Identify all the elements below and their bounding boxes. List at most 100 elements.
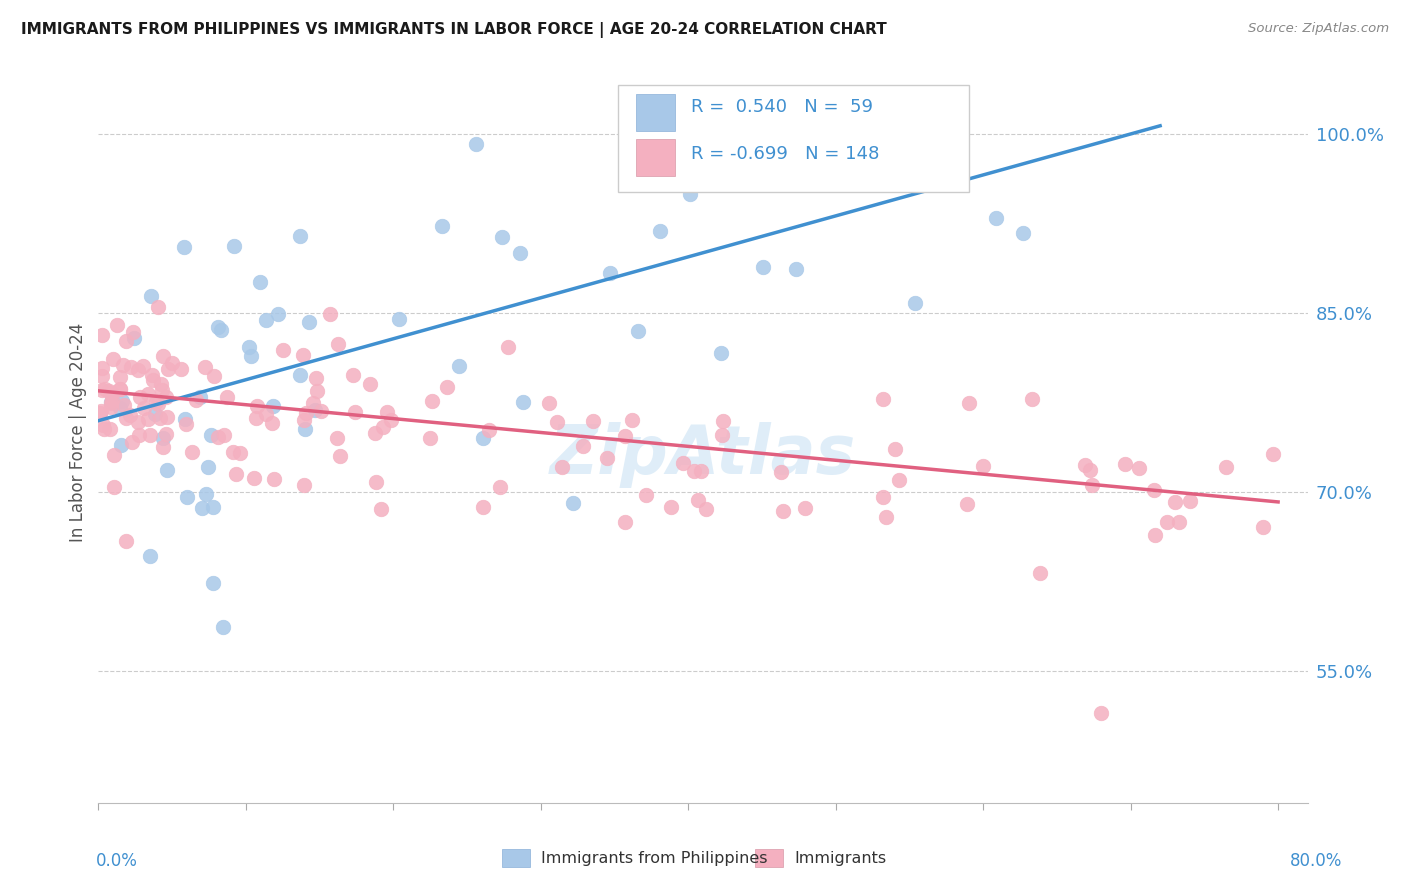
- Point: [634, 488, 657, 502]
- Point: [156, 410, 179, 425]
- Point: [97, 384, 120, 398]
- Point: [127, 415, 149, 429]
- Point: [202, 369, 225, 384]
- Point: [271, 343, 294, 358]
- Text: 80.0%: 80.0%: [1291, 852, 1343, 870]
- Point: [105, 318, 128, 333]
- Point: [1114, 457, 1136, 471]
- Point: [713, 414, 735, 428]
- Point: [1215, 460, 1237, 475]
- Point: [201, 500, 224, 515]
- Point: [262, 399, 284, 413]
- Point: [309, 404, 332, 418]
- Point: [155, 390, 177, 404]
- Point: [98, 422, 121, 436]
- Point: [984, 211, 1007, 225]
- Point: [943, 172, 966, 186]
- Point: [240, 349, 263, 363]
- Point: [1021, 392, 1043, 407]
- Point: [711, 428, 734, 442]
- Point: [115, 533, 138, 548]
- Point: [1263, 447, 1285, 461]
- Point: [305, 371, 328, 385]
- Point: [326, 431, 349, 445]
- Point: [688, 492, 710, 507]
- Point: [93, 422, 115, 436]
- Point: [957, 396, 980, 410]
- Point: [238, 340, 260, 354]
- Point: [329, 449, 352, 463]
- Point: [245, 411, 267, 425]
- Point: [110, 369, 132, 384]
- Point: [471, 500, 494, 514]
- Y-axis label: In Labor Force | Age 20-24: In Labor Force | Age 20-24: [69, 323, 87, 542]
- Point: [561, 496, 583, 510]
- Point: [1128, 461, 1150, 475]
- Point: [1012, 227, 1035, 241]
- Point: [430, 219, 453, 233]
- Point: [94, 382, 117, 396]
- Point: [875, 509, 897, 524]
- Point: [751, 260, 773, 275]
- Point: [304, 402, 326, 417]
- Point: [120, 408, 142, 422]
- Point: [91, 418, 114, 433]
- Point: [478, 423, 501, 437]
- Point: [292, 478, 315, 492]
- Point: [181, 444, 204, 458]
- Text: R =  0.540   N =  59: R = 0.540 N = 59: [690, 98, 873, 116]
- Point: [342, 368, 364, 383]
- Point: [141, 289, 163, 303]
- Point: [136, 412, 159, 426]
- Point: [328, 336, 350, 351]
- Point: [156, 463, 179, 477]
- Point: [101, 385, 124, 400]
- Point: [155, 427, 177, 442]
- Point: [872, 392, 894, 406]
- Point: [872, 490, 894, 504]
- Point: [266, 308, 288, 322]
- Point: [112, 398, 135, 412]
- Point: [139, 428, 162, 442]
- Point: [972, 459, 994, 474]
- Point: [174, 412, 197, 426]
- Point: [200, 428, 222, 442]
- Point: [91, 328, 114, 343]
- Point: [359, 376, 381, 391]
- Point: [160, 356, 183, 370]
- Point: [149, 410, 172, 425]
- Point: [108, 382, 131, 396]
- Point: [111, 359, 134, 373]
- Point: [318, 308, 340, 322]
- Point: [152, 349, 174, 363]
- Point: [173, 240, 195, 254]
- Point: [571, 439, 593, 453]
- Point: [1251, 520, 1274, 534]
- Point: [364, 425, 387, 440]
- Point: [636, 158, 658, 172]
- Point: [884, 442, 907, 456]
- Point: [290, 368, 312, 383]
- Point: [620, 413, 643, 427]
- Point: [956, 497, 979, 511]
- Point: [263, 472, 285, 486]
- Point: [101, 351, 124, 366]
- Point: [100, 395, 122, 409]
- Point: [551, 460, 574, 475]
- Point: [546, 415, 568, 429]
- Point: [90, 383, 112, 397]
- Point: [496, 340, 519, 354]
- FancyBboxPatch shape: [502, 849, 530, 867]
- Point: [907, 161, 929, 176]
- Point: [627, 324, 650, 338]
- Point: [1143, 483, 1166, 497]
- Point: [127, 362, 149, 376]
- Point: [614, 515, 637, 529]
- Point: [131, 359, 153, 374]
- Point: [176, 490, 198, 504]
- Point: [1074, 458, 1097, 473]
- Point: [142, 373, 165, 387]
- Point: [207, 430, 229, 444]
- Point: [659, 500, 682, 514]
- Point: [170, 362, 193, 376]
